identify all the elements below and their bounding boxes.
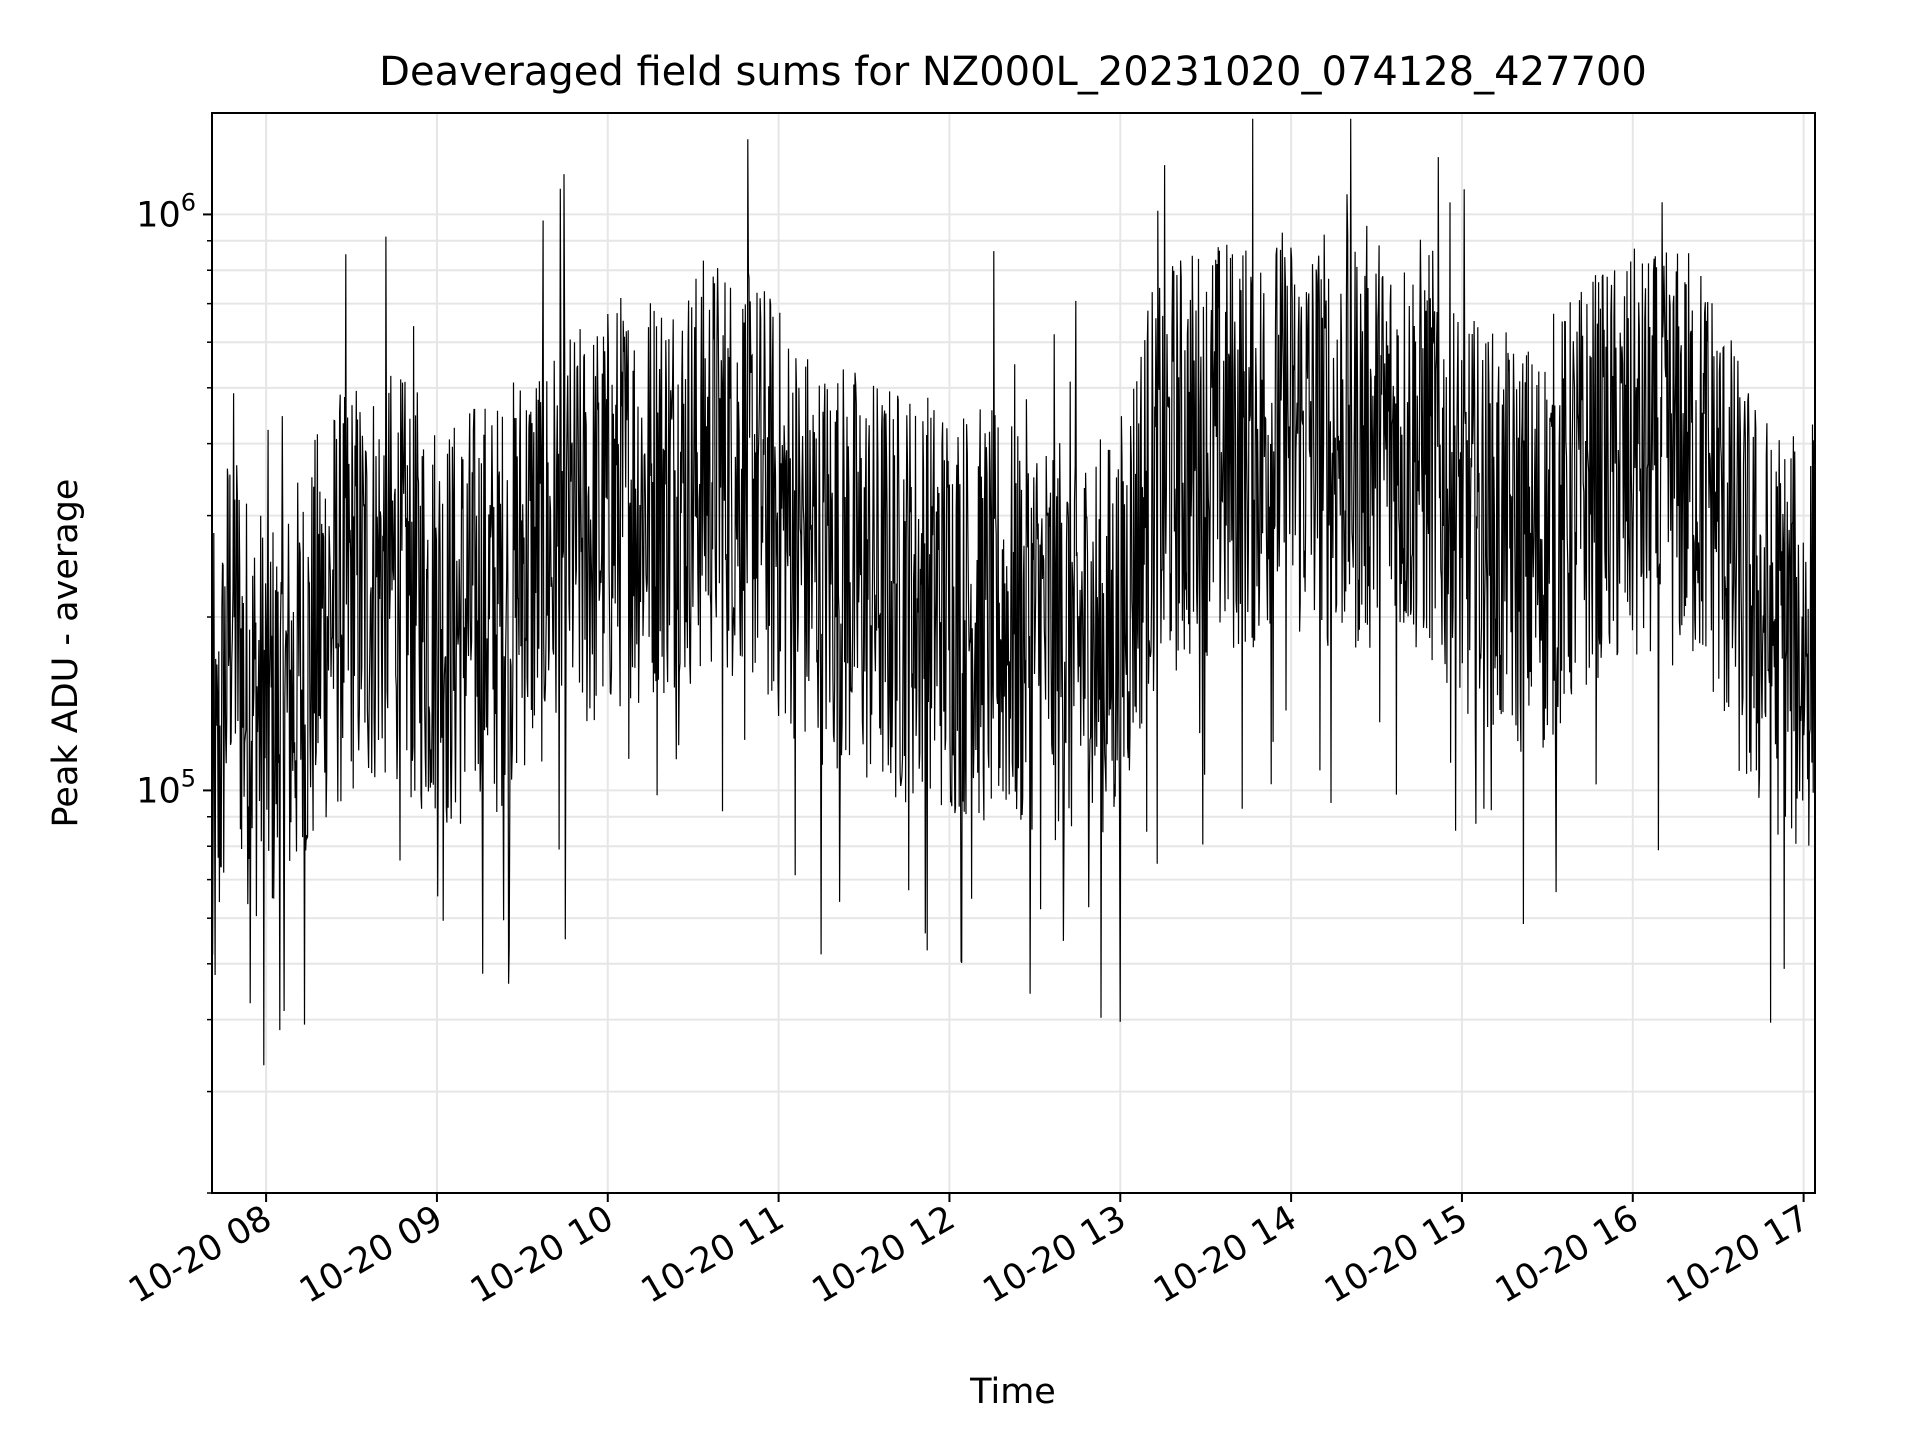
series-layer [212,118,1815,1066]
y-axis-label: Peak ADU - average [46,479,86,828]
plot-frame [211,112,1816,1194]
x-axis-label: Time [969,1372,1056,1412]
y-tick-label: 105 [136,764,196,811]
chart-title: Deaveraged field sums for NZ000L_2023102… [379,49,1647,95]
series-line [212,118,1815,1066]
y-tick-label: 106 [136,188,196,235]
y-tick-layer: 105 106 [136,188,212,1194]
